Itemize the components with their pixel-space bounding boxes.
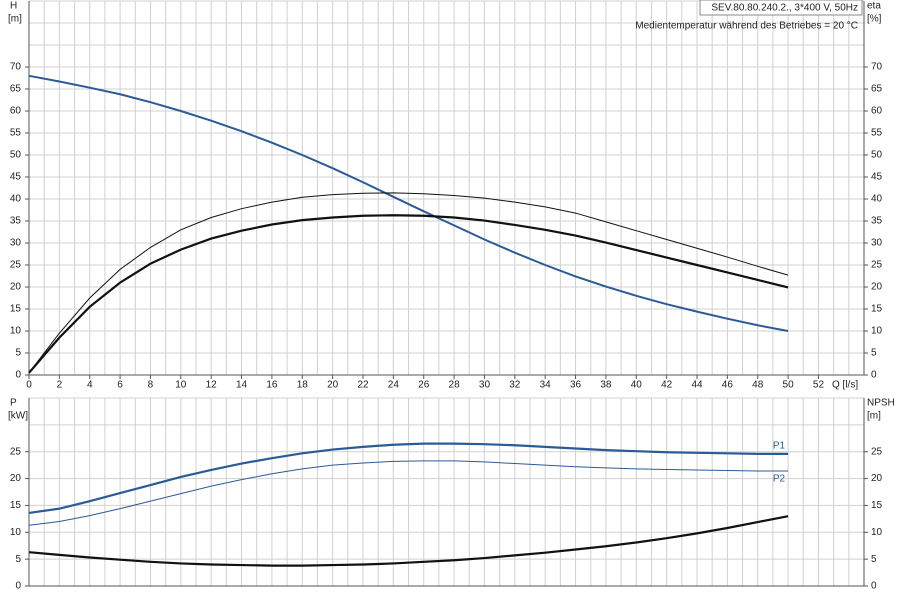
x-tick-label: 6 bbox=[117, 380, 123, 391]
y-tick-label: 0 bbox=[15, 370, 21, 381]
y-tick-label: 55 bbox=[10, 128, 22, 139]
y-tick-label: 10 bbox=[10, 527, 22, 538]
y-tick-label: 20 bbox=[10, 473, 22, 484]
x-tick-label: 36 bbox=[570, 380, 582, 391]
y2-tick-label: 20 bbox=[871, 282, 883, 293]
y2-tick-label: 0 bbox=[871, 581, 877, 592]
curve bbox=[28, 214, 789, 374]
y2-tick-label: 10 bbox=[871, 527, 883, 538]
curve-label: P2 bbox=[773, 474, 786, 485]
annotation: SEV.80.80.240.2., 3*400 V, 50Hz bbox=[711, 3, 858, 14]
y2-tick-label: 10 bbox=[871, 326, 883, 337]
y2-tick-label: 5 bbox=[871, 554, 877, 565]
x-tick-label: 52 bbox=[813, 380, 825, 391]
y-tick-label: 25 bbox=[10, 446, 22, 457]
y-tick-label: 45 bbox=[10, 172, 22, 183]
y-tick-label: 70 bbox=[10, 62, 22, 73]
x-tick-label: 44 bbox=[691, 380, 703, 391]
curve bbox=[28, 460, 789, 526]
x-tick-label: 40 bbox=[631, 380, 643, 391]
x-tick-label: 4 bbox=[87, 380, 93, 391]
x-tick-label: 12 bbox=[206, 380, 218, 391]
curve bbox=[28, 192, 789, 374]
y2-tick-label: 65 bbox=[871, 84, 883, 95]
info-box bbox=[699, 0, 863, 16]
y-tick-label: 25 bbox=[10, 260, 22, 271]
y-tick-label: 15 bbox=[10, 304, 22, 315]
y-tick-label: 40 bbox=[10, 194, 22, 205]
x-tick-label: 10 bbox=[175, 380, 187, 391]
y-tick-label: 10 bbox=[10, 326, 22, 337]
x-tick-label: 8 bbox=[148, 380, 154, 391]
y2-axis-label: eta bbox=[867, 1, 881, 12]
y-tick-label: 20 bbox=[10, 282, 22, 293]
y2-tick-label: 0 bbox=[871, 370, 877, 381]
x-axis-label: Q [l/s] bbox=[832, 380, 858, 391]
curve bbox=[28, 442, 789, 515]
x-tick-label: 50 bbox=[783, 380, 795, 391]
y2-axis-unit: [m] bbox=[867, 411, 881, 422]
y-axis-unit: [kW] bbox=[8, 411, 28, 422]
y-tick-label: 30 bbox=[10, 238, 22, 249]
y2-tick-label: 20 bbox=[871, 473, 883, 484]
x-tick-label: 16 bbox=[266, 380, 278, 391]
annotation: Medientemperatur während des Betriebes =… bbox=[635, 21, 858, 32]
x-tick-label: 32 bbox=[509, 380, 521, 391]
y2-tick-label: 60 bbox=[871, 106, 883, 117]
y-tick-label: 65 bbox=[10, 84, 22, 95]
x-tick-label: 24 bbox=[388, 380, 400, 391]
y-tick-label: 50 bbox=[10, 150, 22, 161]
y2-tick-label: 25 bbox=[871, 446, 883, 457]
x-tick-label: 46 bbox=[722, 380, 734, 391]
y2-axis-label: NPSH bbox=[867, 398, 895, 409]
y2-tick-label: 15 bbox=[871, 304, 883, 315]
y-tick-label: 15 bbox=[10, 500, 22, 511]
curve-label: P1 bbox=[773, 441, 786, 452]
x-tick-label: 26 bbox=[418, 380, 430, 391]
y-tick-label: 5 bbox=[15, 554, 21, 565]
x-tick-label: 42 bbox=[661, 380, 673, 391]
x-tick-label: 20 bbox=[327, 380, 339, 391]
y2-tick-label: 35 bbox=[871, 216, 883, 227]
y2-tick-label: 55 bbox=[871, 128, 883, 139]
y-axis-label: P bbox=[10, 398, 17, 409]
y2-axis-unit: [%] bbox=[867, 14, 882, 25]
y-tick-label: 0 bbox=[15, 581, 21, 592]
x-tick-label: 14 bbox=[236, 380, 248, 391]
y2-tick-label: 50 bbox=[871, 150, 883, 161]
x-tick-label: 38 bbox=[600, 380, 612, 391]
y-axis-label: H bbox=[10, 1, 17, 12]
y2-tick-label: 25 bbox=[871, 260, 883, 271]
y-axis-unit: [m] bbox=[8, 14, 22, 25]
x-tick-label: 22 bbox=[357, 380, 369, 391]
y2-tick-label: 15 bbox=[871, 500, 883, 511]
x-tick-label: 0 bbox=[26, 380, 32, 391]
y2-tick-label: 70 bbox=[871, 62, 883, 73]
x-tick-label: 28 bbox=[449, 380, 461, 391]
x-tick-label: 34 bbox=[540, 380, 552, 391]
y-tick-label: 35 bbox=[10, 216, 22, 227]
x-tick-label: 18 bbox=[297, 380, 309, 391]
y2-tick-label: 45 bbox=[871, 172, 883, 183]
curve bbox=[28, 74, 789, 332]
y2-tick-label: 30 bbox=[871, 238, 883, 249]
x-tick-label: 48 bbox=[752, 380, 764, 391]
x-tick-label: 2 bbox=[57, 380, 63, 391]
y2-tick-label: 40 bbox=[871, 194, 883, 205]
x-tick-label: 30 bbox=[479, 380, 491, 391]
y2-tick-label: 5 bbox=[871, 348, 877, 359]
y-tick-label: 5 bbox=[15, 348, 21, 359]
y-tick-label: 60 bbox=[10, 106, 22, 117]
curve bbox=[28, 515, 789, 567]
